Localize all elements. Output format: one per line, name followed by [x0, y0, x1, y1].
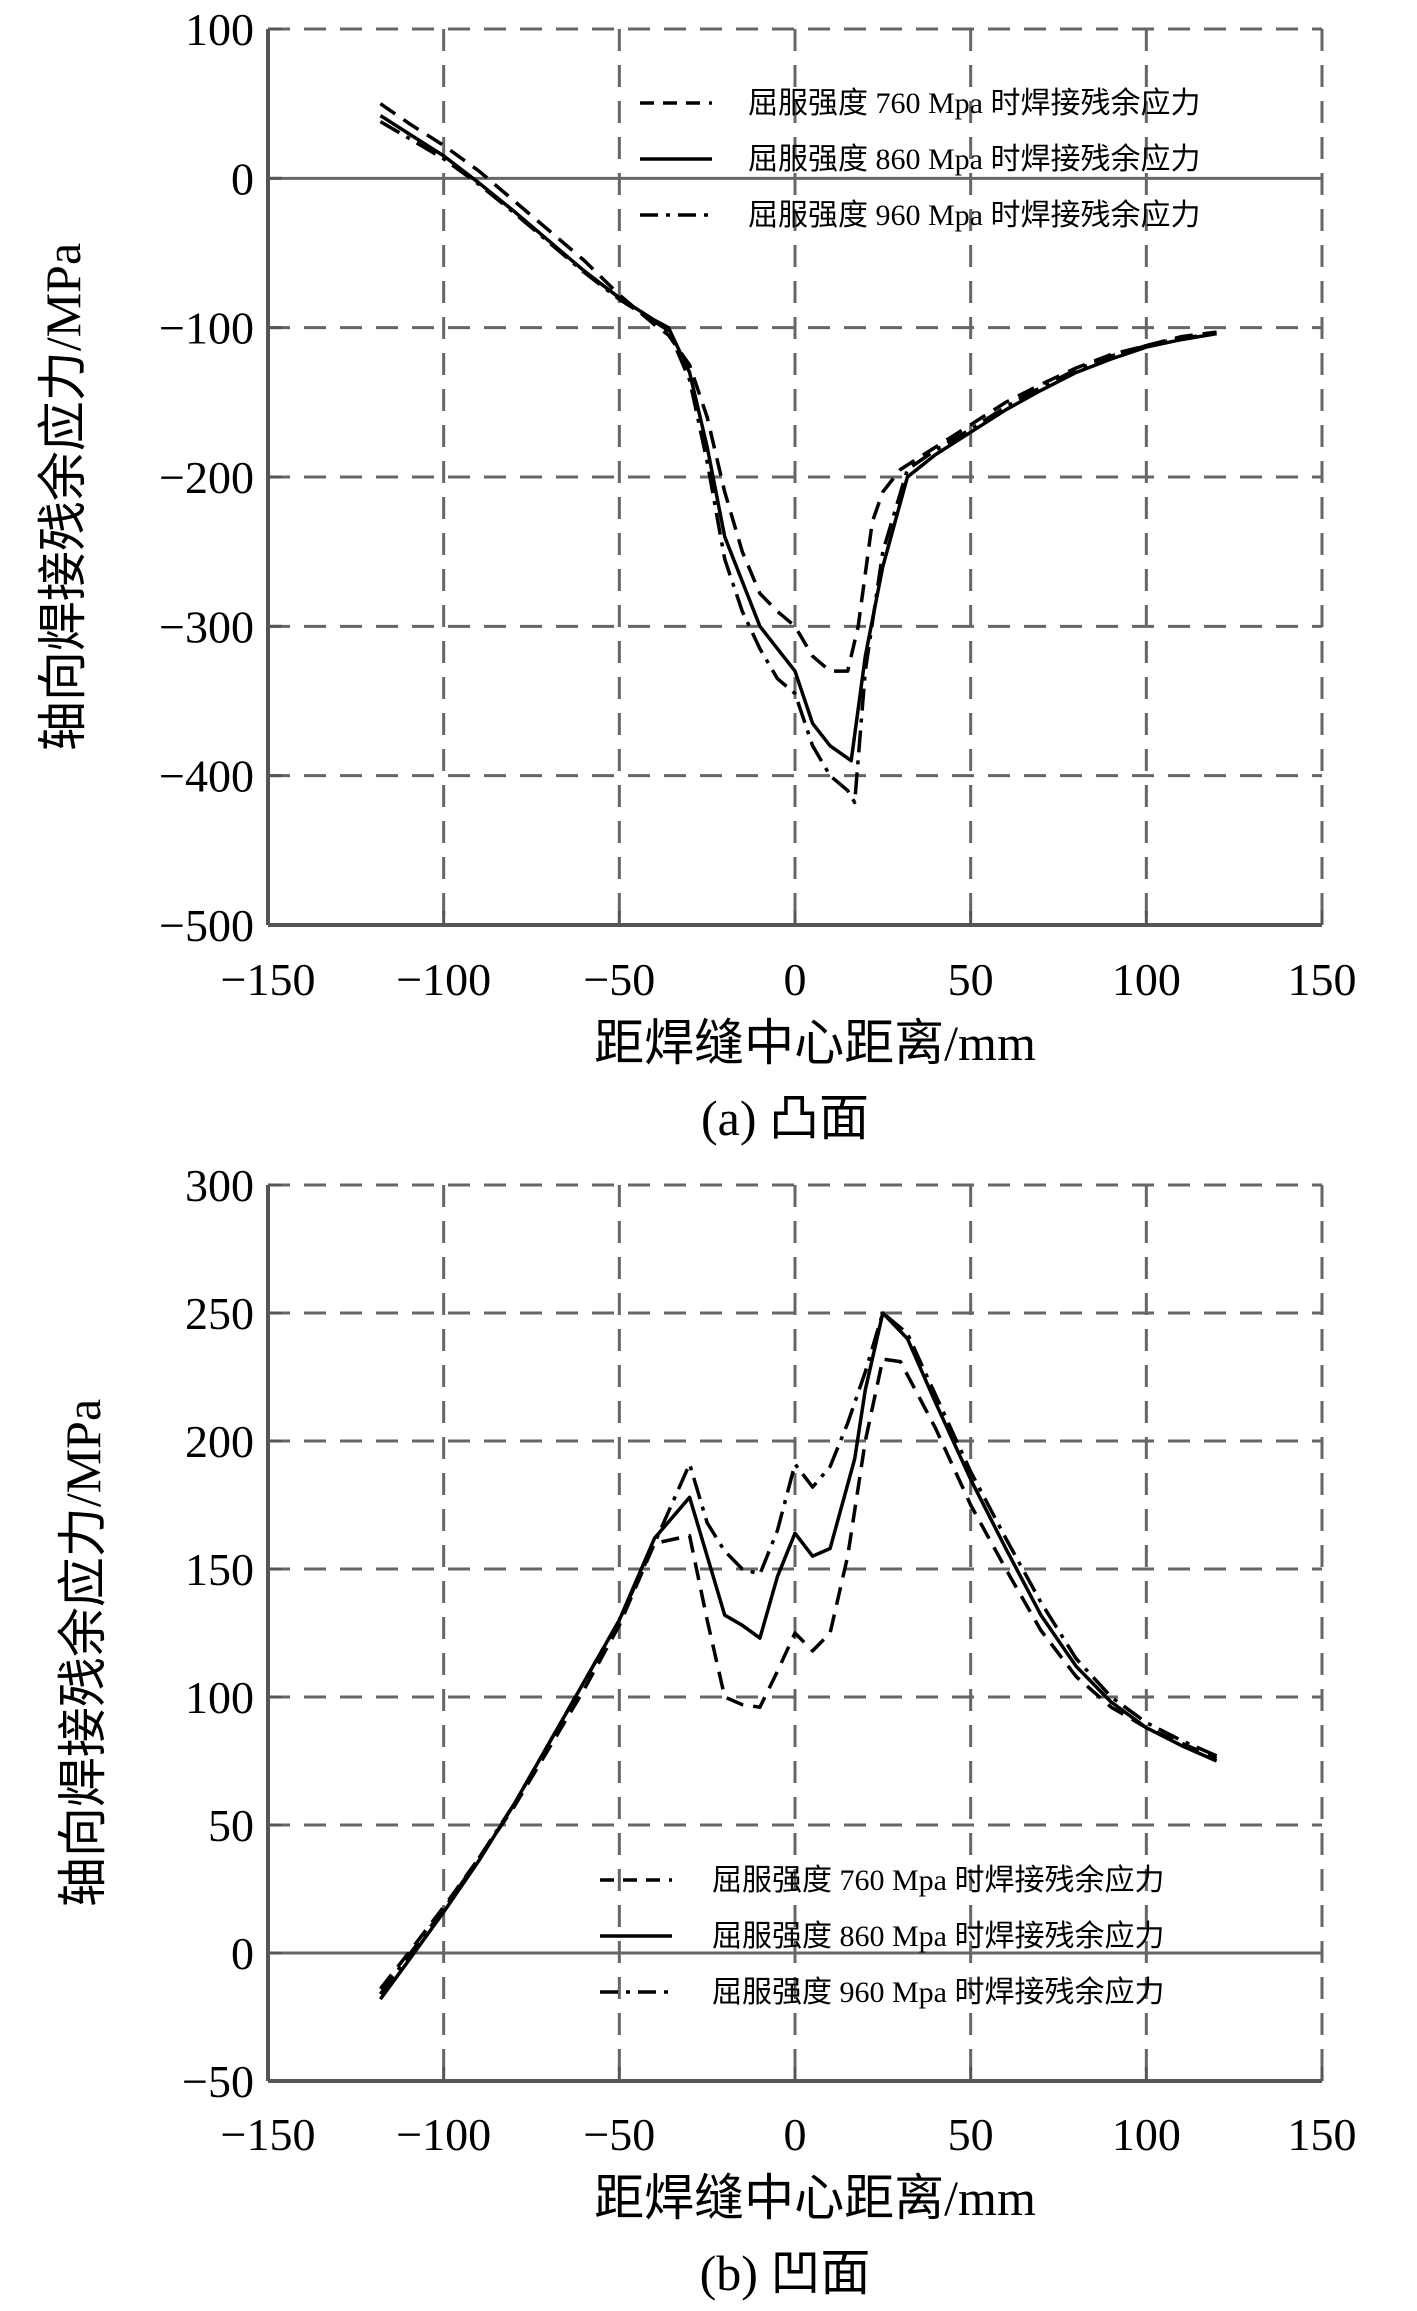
legend-label: 屈服强度 760 Mpa 时焊接残余应力: [748, 87, 1201, 120]
y-tick-label: 300: [185, 1160, 254, 1211]
y-axis-title: 轴向焊接残余应力/MPa: [35, 243, 91, 751]
y-tick-label: 100: [185, 4, 254, 55]
legend-label: 屈服强度 860 Mpa 时焊接残余应力: [748, 143, 1201, 176]
x-tick-label: −50: [583, 2109, 655, 2160]
y-tick-label: 0: [231, 1928, 254, 1979]
y-tick-label: 100: [185, 1672, 254, 1723]
legend-label: 屈服强度 860 Mpa 时焊接残余应力: [712, 1920, 1165, 1953]
x-tick-label: −150: [221, 954, 316, 1005]
figure-caption: (a) 凸面: [701, 1090, 869, 1146]
chart-convex-surface: −150 −100 −50 0 50 100 1501000−100−200−300−400…: [35, 4, 1357, 1146]
legend-label: 屈服强度 960 Mpa 时焊接残余应力: [712, 1976, 1165, 2009]
series-line-dash-dot: [378, 1311, 1218, 1996]
x-tick-label: 100: [1112, 954, 1181, 1005]
y-tick-label: 50: [208, 1800, 254, 1851]
y-tick-label: −200: [159, 452, 254, 503]
y-tick-label: 250: [185, 1288, 254, 1339]
y-tick-label: −400: [159, 751, 254, 802]
figure-caption: (b) 凹面: [700, 2245, 871, 2301]
legend-label: 屈服强度 760 Mpa 时焊接残余应力: [712, 1864, 1165, 1897]
legend-label: 屈服强度 960 Mpa 时焊接残余应力: [748, 199, 1201, 232]
x-tick-label: −100: [396, 954, 491, 1005]
chart-concave-surface: −150 −100 −50 0 50 100 150 300 250 200 150 100 50 0 −5…: [55, 1160, 1357, 2301]
y-tick-label: 200: [185, 1416, 254, 1467]
x-tick-label: −50: [583, 954, 655, 1005]
x-tick-label: −100: [396, 2109, 491, 2160]
series-line-dashed: [379, 1357, 1218, 1990]
x-tick-label: 150: [1288, 2109, 1357, 2160]
x-tick-label: 0: [784, 954, 807, 1005]
x-tick-label: 100: [1112, 2109, 1181, 2160]
x-tick-label: 50: [948, 954, 994, 1005]
y-axis-title: 轴向焊接残余应力/MPa: [55, 1399, 111, 1907]
y-tick-label: 150: [185, 1544, 254, 1595]
series-line-dash-dot: [379, 120, 1217, 805]
y-tick-label: 0: [231, 153, 254, 204]
x-tick-label: 50: [948, 2109, 994, 2160]
x-tick-label: 150: [1288, 954, 1357, 1005]
x-tick-label: −150: [221, 2109, 316, 2160]
y-tick-label: −50: [182, 2056, 254, 2107]
x-tick-label: 0: [784, 2109, 807, 2160]
x-axis-title: 距焊缝中心距离/mm: [594, 1015, 1036, 1071]
x-axis-title: 距焊缝中心距离/mm: [594, 2170, 1036, 2226]
y-tick-label: −300: [159, 601, 254, 652]
y-tick-label: −100: [159, 303, 254, 354]
y-tick-label: −500: [159, 900, 254, 951]
series-line-dashed: [379, 102, 1217, 673]
